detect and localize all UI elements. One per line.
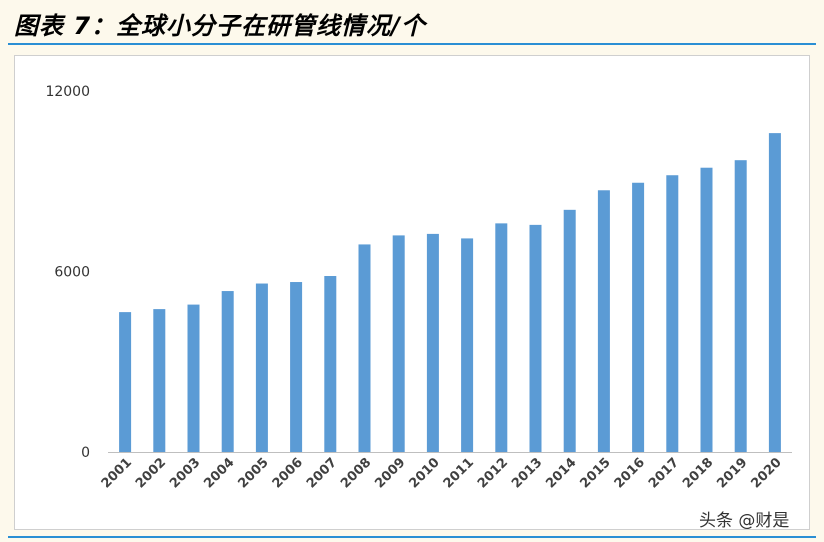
x-tick-label: 2006 — [270, 455, 306, 491]
bar-2008 — [358, 244, 371, 452]
bar-2003 — [187, 304, 200, 452]
bar-2004 — [221, 291, 234, 452]
bar-2014 — [563, 209, 576, 452]
bottom-divider — [8, 536, 816, 538]
x-tick-label: 2009 — [372, 455, 408, 491]
x-tick-label: 2012 — [475, 455, 511, 491]
bar-2009 — [392, 235, 405, 452]
bar-2012 — [495, 223, 508, 452]
y-tick-label: 6000 — [54, 265, 90, 281]
bar-2006 — [290, 282, 303, 452]
x-tick-label: 2018 — [680, 455, 716, 491]
x-tick-label: 2003 — [167, 455, 203, 491]
bar-2013 — [529, 224, 542, 452]
bar-2020 — [768, 133, 781, 452]
x-tick-label: 2004 — [201, 455, 237, 491]
y-tick-label: 0 — [81, 445, 90, 461]
x-tick-label: 2008 — [338, 455, 374, 491]
x-tick-label: 2011 — [441, 455, 477, 491]
title-bar: 图表 7：全球小分子在研管线情况/个 — [0, 0, 824, 45]
bar-2001 — [119, 312, 132, 452]
bar-2011 — [461, 238, 474, 452]
bar-2007 — [324, 276, 337, 452]
x-tick-label: 2005 — [236, 455, 272, 491]
x-tick-label: 2016 — [612, 455, 648, 491]
watermark: 头条 @财是 — [699, 511, 790, 531]
x-tick-label: 2013 — [509, 455, 545, 491]
x-tick-label: 2010 — [407, 455, 443, 491]
bar-2010 — [426, 233, 439, 452]
x-tick-label: 2019 — [714, 455, 750, 491]
bar-2019 — [734, 160, 747, 453]
x-tick-label: 2014 — [543, 455, 579, 491]
bar-2018 — [700, 167, 713, 452]
x-tick-label: 2002 — [133, 455, 169, 491]
title-divider — [8, 43, 816, 45]
bar-2002 — [153, 309, 166, 452]
x-tick-label: 2007 — [304, 455, 340, 491]
x-tick-label: 2020 — [749, 455, 785, 491]
bar-2016 — [632, 182, 645, 453]
bar-2015 — [597, 190, 610, 452]
x-tick-label: 2015 — [578, 455, 614, 491]
x-tick-label: 2001 — [99, 455, 135, 491]
bar-2005 — [255, 283, 268, 452]
x-tick-label: 2017 — [646, 455, 682, 491]
y-tick-label: 12000 — [45, 84, 90, 100]
chart-title: 图表 7：全球小分子在研管线情况/个 — [14, 12, 426, 40]
bar-2017 — [666, 175, 679, 452]
